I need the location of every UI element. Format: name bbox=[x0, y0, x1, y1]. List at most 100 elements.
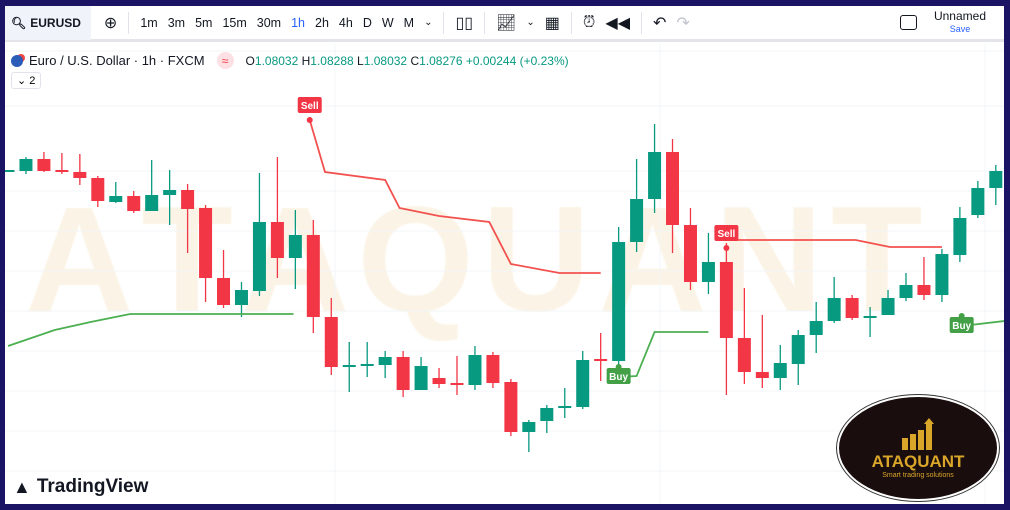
timeframe-5m[interactable]: 5m bbox=[195, 15, 213, 30]
candle-body bbox=[288, 235, 302, 258]
candle bbox=[145, 160, 159, 211]
candle-body bbox=[306, 235, 320, 317]
add-symbol-button[interactable]: ⊕ bbox=[103, 14, 118, 32]
alarm-add-icon[interactable]: ⏰︎ bbox=[582, 13, 596, 31]
candle-body bbox=[917, 285, 931, 295]
market-status-icon[interactable]: ≈ bbox=[216, 52, 234, 69]
timeframe-M[interactable]: M bbox=[403, 15, 415, 30]
currency-flag-icon bbox=[11, 54, 23, 67]
indicators-chevron-icon[interactable]: ⌄ bbox=[526, 17, 535, 28]
layout-grid-icon[interactable]: ▦ bbox=[544, 14, 560, 32]
candle-body bbox=[701, 262, 715, 282]
candles-chart-type-icon[interactable]: ▯▯ bbox=[455, 14, 474, 32]
buy-signal-label[interactable]: Buy bbox=[606, 364, 631, 384]
timeframe-30m[interactable]: 30m bbox=[256, 15, 282, 30]
symbol-search-button[interactable]: 🔍︎ EURUSD bbox=[5, 6, 91, 40]
candle-body bbox=[342, 365, 356, 367]
candle bbox=[701, 233, 715, 294]
candle bbox=[163, 170, 177, 225]
indicators-icon[interactable]: 📈︎ bbox=[496, 14, 517, 32]
sell-signal-label[interactable]: Sell bbox=[714, 225, 739, 251]
replay-icon[interactable]: ◀◀ bbox=[605, 14, 630, 32]
timeframe-D[interactable]: D bbox=[362, 15, 372, 30]
candle bbox=[576, 351, 590, 409]
candle bbox=[683, 208, 697, 290]
signal-text: Buy bbox=[609, 372, 628, 383]
ohlc-values: O1.08032 H1.08288 L1.08032 C1.08276 +0.0… bbox=[245, 53, 569, 68]
layout-checkbox-icon[interactable] bbox=[895, 15, 922, 30]
candle bbox=[791, 330, 805, 385]
candle bbox=[666, 139, 680, 253]
candle-body bbox=[935, 254, 949, 295]
candle-body bbox=[845, 298, 859, 318]
symbol-label: EURUSD bbox=[30, 15, 81, 30]
signal-text: Buy bbox=[952, 321, 971, 332]
candle bbox=[719, 243, 733, 395]
divider bbox=[128, 11, 130, 34]
candle bbox=[630, 159, 644, 252]
tradingview-logo[interactable]: ▲ TradingView bbox=[13, 476, 149, 497]
candle bbox=[773, 345, 787, 390]
layout-name[interactable]: Unnamed Save bbox=[933, 8, 986, 36]
timeframe-3m[interactable]: 3m bbox=[167, 15, 186, 30]
timeframe-2h[interactable]: 2h bbox=[315, 15, 329, 30]
candle-body bbox=[91, 178, 105, 201]
chart-window: 🔍︎ EURUSD ⊕ 1m 3m 5m 15m 30m 1h 2h 4h D W M ⌄ ▯▯ 📈︎… bbox=[5, 6, 1004, 504]
price-chart[interactable]: Sell Sell Buy Buy bbox=[5, 6, 1004, 504]
candle bbox=[558, 388, 572, 418]
candle-body bbox=[809, 321, 823, 335]
layout-name-label: Unnamed bbox=[933, 8, 986, 23]
candle-body bbox=[630, 199, 644, 242]
timeframe-group: 1m 3m 5m 15m 30m 1h 2h 4h D W M bbox=[135, 16, 419, 30]
candle-body bbox=[827, 298, 841, 321]
timeframe-1m[interactable]: 1m bbox=[140, 15, 158, 30]
candle-body bbox=[666, 152, 680, 225]
bar-chart-logo-icon bbox=[902, 417, 934, 450]
candle bbox=[594, 333, 608, 381]
timeframe-dropdown-chevron-icon[interactable]: ⌄ bbox=[424, 17, 433, 28]
buy-signal-label[interactable]: Buy bbox=[949, 313, 974, 333]
candle-body bbox=[953, 218, 967, 255]
candle-body bbox=[73, 172, 87, 178]
candle bbox=[396, 351, 410, 397]
candle bbox=[971, 181, 985, 218]
timeframe-15m[interactable]: 15m bbox=[222, 15, 247, 30]
candle bbox=[360, 342, 374, 377]
timeframe-W[interactable]: W bbox=[381, 15, 394, 30]
top-toolbar: 🔍︎ EURUSD ⊕ 1m 3m 5m 15m 30m 1h 2h 4h D W M ⌄ ▯▯ 📈︎… bbox=[5, 6, 1004, 42]
candle bbox=[935, 249, 949, 302]
candle-body bbox=[683, 225, 697, 282]
candle-body bbox=[234, 290, 248, 305]
candle bbox=[827, 277, 841, 323]
candle bbox=[486, 352, 500, 388]
candle bbox=[378, 351, 392, 378]
search-icon: 🔍︎ bbox=[11, 15, 27, 30]
save-button[interactable]: Save bbox=[949, 23, 971, 34]
redo-icon[interactable]: ↷ bbox=[676, 14, 690, 32]
symbol-title[interactable]: Euro / U.S. Dollar · 1h · FXCM bbox=[29, 53, 205, 68]
timeframe-1h[interactable]: 1h bbox=[291, 15, 305, 30]
candle-body bbox=[594, 359, 608, 361]
candle bbox=[953, 207, 967, 262]
candle bbox=[199, 205, 213, 302]
candle bbox=[306, 220, 320, 333]
candle bbox=[127, 191, 141, 213]
candle-body bbox=[55, 170, 69, 172]
candle-body bbox=[522, 422, 536, 432]
candle bbox=[288, 210, 302, 289]
sell-signal-label[interactable]: Sell bbox=[297, 97, 322, 123]
candle bbox=[55, 153, 69, 174]
candle bbox=[109, 182, 123, 203]
candle bbox=[989, 165, 1003, 205]
signal-text: Sell bbox=[718, 229, 736, 240]
timeframe-4h[interactable]: 4h bbox=[338, 15, 353, 30]
candle-body bbox=[558, 406, 572, 408]
indicators-collapse-button[interactable]: ⌄ 2 bbox=[11, 72, 42, 89]
candle bbox=[432, 368, 446, 388]
candle bbox=[809, 302, 823, 353]
candle-body bbox=[863, 316, 877, 318]
undo-icon[interactable]: ↶ bbox=[653, 14, 667, 32]
candle-body bbox=[881, 298, 895, 315]
candle-body bbox=[270, 222, 284, 258]
chart-legend: Euro / U.S. Dollar · 1h · FXCM ≈ O1.0803… bbox=[11, 52, 569, 69]
